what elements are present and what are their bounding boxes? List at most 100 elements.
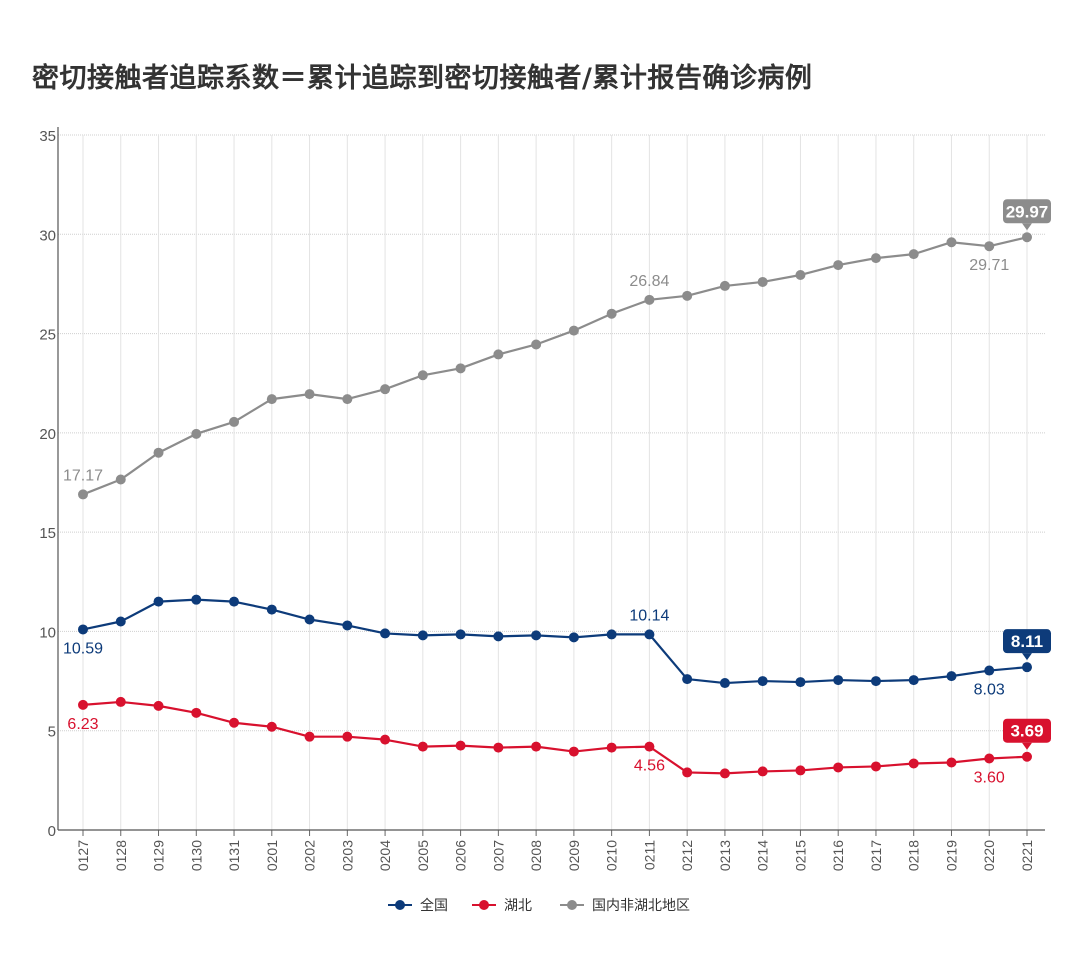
data-point <box>229 416 240 427</box>
data-point <box>984 665 995 676</box>
x-tick-label: 0213 <box>717 840 733 871</box>
y-tick-label: 20 <box>39 426 56 443</box>
x-tick-label: 0209 <box>566 840 582 871</box>
data-point <box>153 700 164 711</box>
data-point <box>984 753 995 764</box>
callout-box <box>1003 199 1051 224</box>
series-line <box>82 236 1028 496</box>
data-point <box>380 734 391 745</box>
data-point <box>78 624 88 635</box>
data-point <box>493 349 504 360</box>
data-point <box>531 339 542 350</box>
data-point <box>115 696 126 707</box>
data-point <box>191 594 202 605</box>
data-label: 6.23 <box>67 716 98 733</box>
x-tick-label: 0211 <box>641 840 657 870</box>
data-point <box>266 394 277 405</box>
x-tick-label: 0207 <box>490 840 506 871</box>
legend-item: 湖北 <box>472 898 532 914</box>
x-tick-label: 0214 <box>755 840 771 871</box>
callout-pointer <box>1022 223 1032 231</box>
data-point <box>78 699 88 710</box>
legend-label: 湖北 <box>504 898 532 914</box>
data-point <box>644 741 655 752</box>
data-point <box>191 707 202 718</box>
data-point <box>229 717 240 728</box>
data-point <box>153 447 164 458</box>
data-point <box>304 389 315 400</box>
x-tick-label: 0203 <box>339 840 355 871</box>
x-tick-label: 0128 <box>113 840 129 871</box>
x-tick-label: 0210 <box>604 840 620 871</box>
x-tick-label: 0212 <box>679 840 695 871</box>
data-point <box>644 294 655 305</box>
y-tick-label: 0 <box>48 823 56 840</box>
data-point <box>606 308 617 319</box>
callout-text: 29.97 <box>1006 202 1049 221</box>
data-label: 10.59 <box>63 640 103 657</box>
data-point <box>342 620 353 631</box>
data-point <box>493 631 504 642</box>
legend-marker <box>567 900 577 910</box>
data-point <box>1022 751 1032 762</box>
data-point <box>191 428 202 439</box>
data-point <box>153 596 164 607</box>
data-point <box>833 260 844 271</box>
y-tick-label: 25 <box>39 327 56 344</box>
callout-text: 8.11 <box>1011 632 1043 651</box>
legend-item: 全国 <box>388 897 448 914</box>
data-point <box>795 765 806 776</box>
data-point <box>78 489 88 500</box>
data-point <box>417 370 428 381</box>
x-tick-label: 0220 <box>981 840 997 871</box>
x-tick-label: 0215 <box>792 840 808 871</box>
data-point <box>493 742 504 753</box>
data-point <box>1022 662 1032 673</box>
data-point <box>870 676 881 687</box>
y-tick-label: 35 <box>39 128 56 145</box>
y-tick-label: 15 <box>39 525 56 542</box>
x-tick-label: 0205 <box>415 840 431 871</box>
data-point <box>719 768 730 779</box>
data-point <box>908 249 919 260</box>
x-tick-label: 0201 <box>264 840 280 871</box>
x-tick-label: 0217 <box>868 840 884 871</box>
data-point <box>266 721 277 732</box>
data-point <box>795 677 806 688</box>
x-tick-label: 0219 <box>943 840 959 871</box>
data-point <box>568 632 579 643</box>
data-point <box>455 740 466 751</box>
data-point <box>908 758 919 769</box>
data-point <box>757 276 768 287</box>
series-1 <box>78 696 1032 779</box>
callout-label: 29.97 <box>1003 199 1051 231</box>
data-point <box>946 757 957 768</box>
x-tick-label: 0131 <box>226 840 242 871</box>
data-point <box>606 742 617 753</box>
data-point <box>115 474 126 485</box>
data-point <box>795 269 806 280</box>
data-label: 26.84 <box>629 273 669 290</box>
x-tick-label: 0127 <box>75 840 91 871</box>
data-point <box>531 630 542 641</box>
data-point <box>380 384 391 395</box>
data-point <box>682 767 693 778</box>
series-line <box>82 700 1028 775</box>
data-point <box>342 394 353 405</box>
data-point <box>644 629 655 640</box>
y-tick-label: 30 <box>39 227 56 244</box>
series-2 <box>78 232 1032 500</box>
x-tick-label: 0204 <box>377 840 393 871</box>
data-point <box>342 731 353 742</box>
data-point <box>568 325 579 336</box>
grid-lines <box>58 134 1045 830</box>
data-label: 29.71 <box>969 257 1009 274</box>
x-tick-label: 0221 <box>1019 840 1035 871</box>
data-point <box>833 675 844 686</box>
x-tick-label: 0129 <box>151 840 167 871</box>
data-point <box>946 237 957 248</box>
data-point <box>115 616 126 627</box>
data-label: 17.17 <box>63 467 103 484</box>
y-tick-label: 10 <box>39 624 56 641</box>
data-point <box>833 762 844 773</box>
